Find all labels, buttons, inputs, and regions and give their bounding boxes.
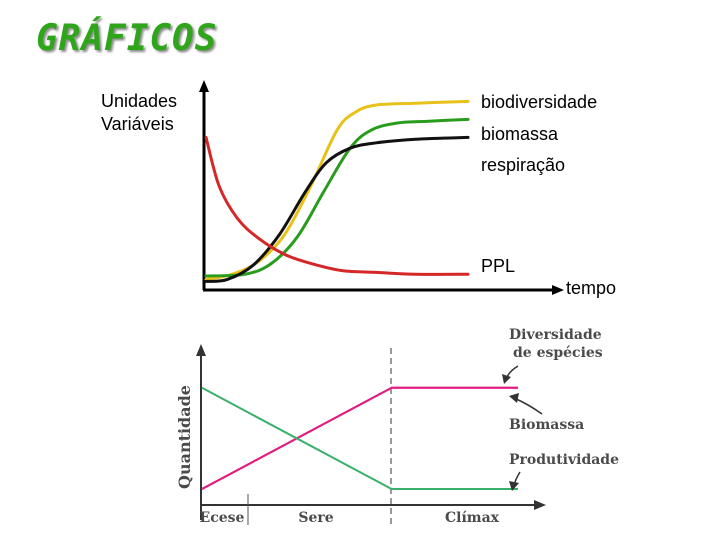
annotation-arrowhead-diversidade bbox=[502, 374, 511, 384]
x-category-climax: Clímax bbox=[445, 510, 500, 526]
line-respiracao bbox=[204, 135, 470, 283]
annotation-diversidade-line2: de espécies bbox=[513, 345, 603, 361]
annotation-arrowhead-produtividade bbox=[509, 481, 519, 491]
annotation-diversidade: Diversidade de espécies bbox=[509, 327, 607, 361]
chart2-x-arrow bbox=[534, 500, 546, 510]
annotation-arrow-biomassa bbox=[513, 397, 543, 415]
line-diversidade-especies bbox=[201, 386, 518, 490]
page-title: GRÁFICOS bbox=[36, 18, 218, 59]
line-biomassa-2 bbox=[201, 386, 518, 490]
series-label-respiracao: respiração bbox=[481, 155, 566, 175]
series-label-biomassa: biomassa bbox=[481, 124, 559, 144]
annotation-biomassa: Biomassa bbox=[509, 417, 584, 433]
line-ppl bbox=[204, 135, 470, 276]
x-category-ecese: Ecese bbox=[200, 510, 245, 526]
chart1-xlabel: tempo bbox=[566, 278, 617, 298]
series-label-ppl: PPL bbox=[481, 256, 516, 276]
line-biomassa bbox=[204, 117, 470, 278]
chart2-ylabel: Quantidade bbox=[175, 385, 194, 489]
chart1-ylabel: Unidades Variáveis bbox=[101, 91, 178, 134]
chart1-y-arrow bbox=[199, 80, 209, 92]
series-label-biodiversidade: biodiversidade bbox=[481, 92, 598, 112]
x-category-sere: Sere bbox=[298, 510, 333, 526]
chart2-y-arrow bbox=[196, 344, 206, 356]
chart1-x-arrow bbox=[552, 285, 564, 295]
line-produtividade bbox=[201, 386, 518, 490]
annotation-produtividade: Produtividade bbox=[509, 452, 619, 468]
annotation-diversidade-line1: Diversidade bbox=[509, 327, 602, 343]
annotation-arrowhead-biomassa bbox=[509, 393, 519, 403]
